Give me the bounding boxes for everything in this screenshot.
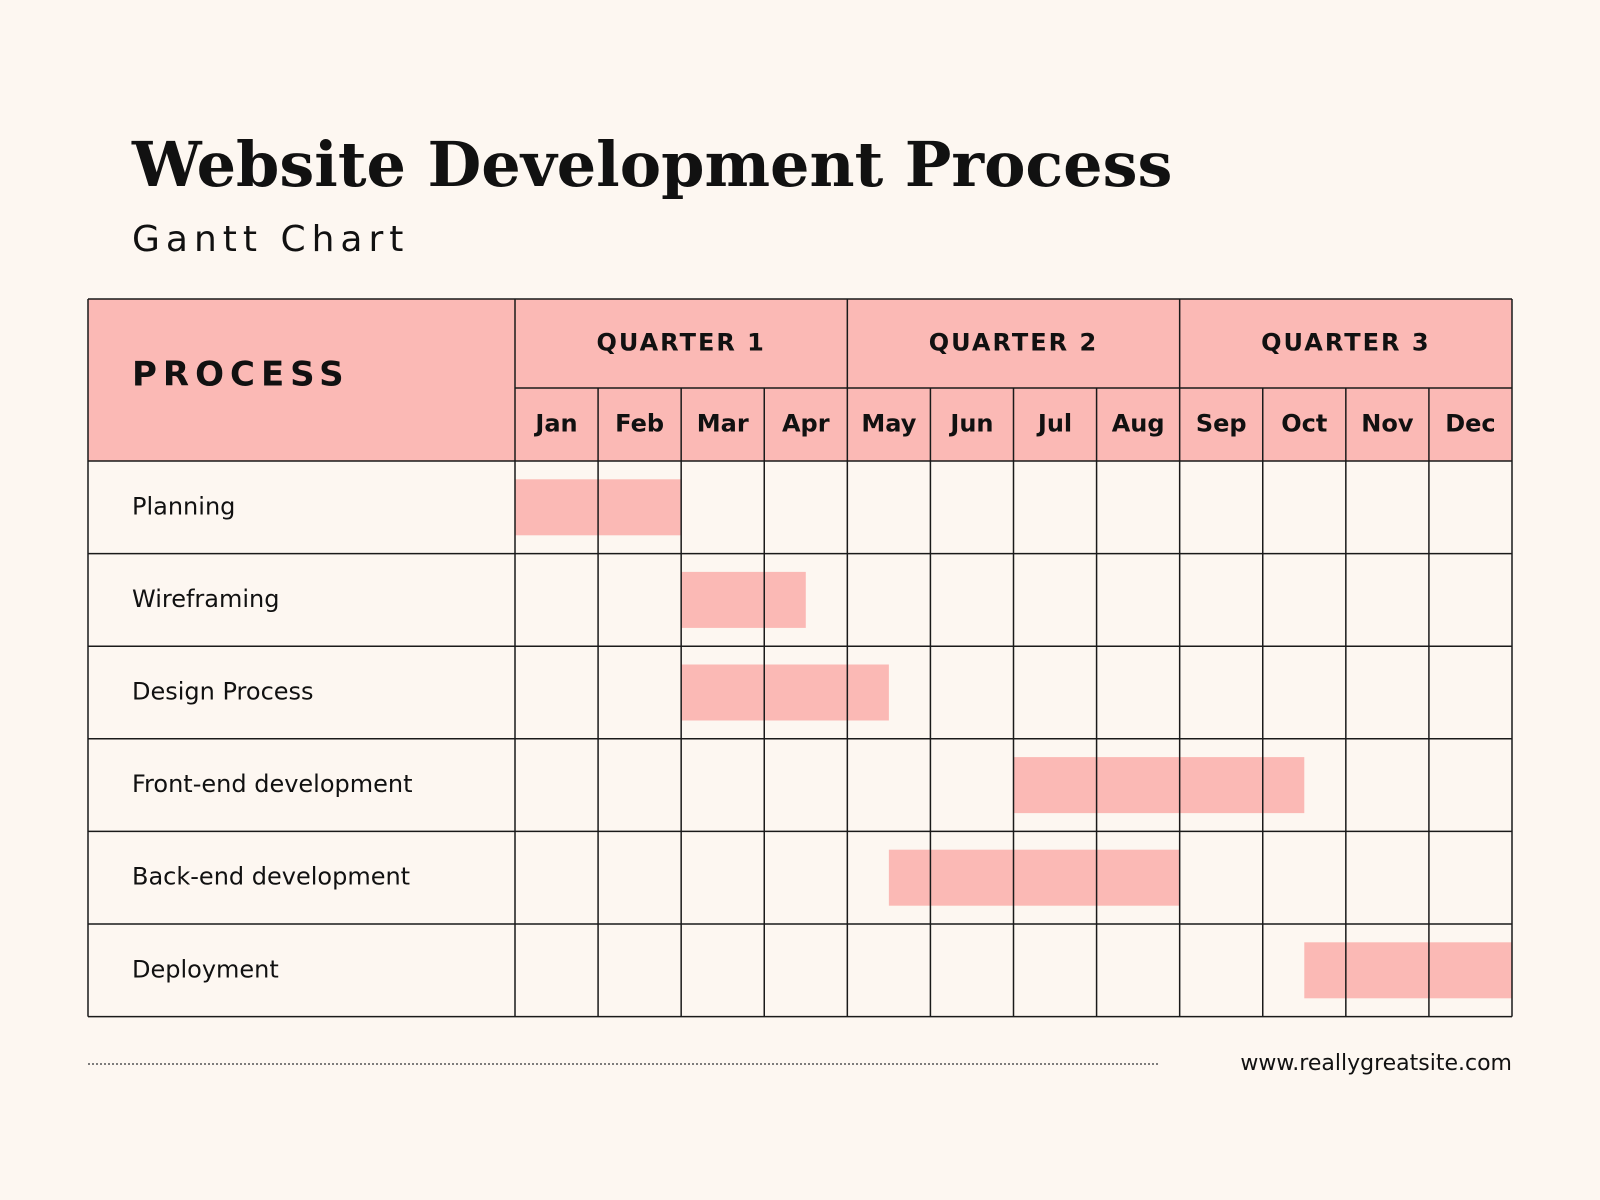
month-label: Apr — [782, 410, 830, 438]
footer-url: www.reallygreatsite.com — [1240, 1051, 1512, 1076]
month-label: Nov — [1361, 410, 1414, 438]
header-label: PROCESS — [132, 355, 350, 395]
task-label: Back-end development — [132, 863, 410, 891]
month-label: Jul — [1036, 410, 1072, 438]
month-label: Dec — [1445, 410, 1495, 438]
quarter-label: QUARTER 3 — [1261, 329, 1430, 357]
chart-subtitle: Gantt Chart — [132, 219, 409, 260]
gantt-bar — [888, 849, 1180, 906]
month-label: Mar — [697, 410, 749, 438]
gantt-bar — [681, 571, 806, 628]
month-label: Aug — [1112, 410, 1165, 438]
month-label: Jun — [948, 410, 993, 438]
month-label: Sep — [1196, 410, 1247, 438]
quarter-label: QUARTER 2 — [929, 329, 1098, 357]
task-label: Deployment — [132, 955, 279, 983]
month-label: May — [861, 410, 916, 438]
gantt-bar — [681, 664, 889, 721]
chart-title: Website Development Process — [131, 128, 1172, 201]
task-label: Planning — [132, 492, 235, 520]
gantt-bar — [1013, 757, 1305, 814]
task-label: Front-end development — [132, 770, 413, 798]
header-background — [88, 299, 1512, 461]
month-label: Oct — [1281, 410, 1327, 438]
quarter-label: QUARTER 1 — [596, 329, 765, 357]
task-label: Wireframing — [132, 585, 280, 613]
task-label: Design Process — [132, 678, 314, 706]
month-label: Feb — [615, 410, 664, 438]
gantt-bar — [1304, 942, 1512, 999]
month-label: Jan — [533, 410, 577, 438]
